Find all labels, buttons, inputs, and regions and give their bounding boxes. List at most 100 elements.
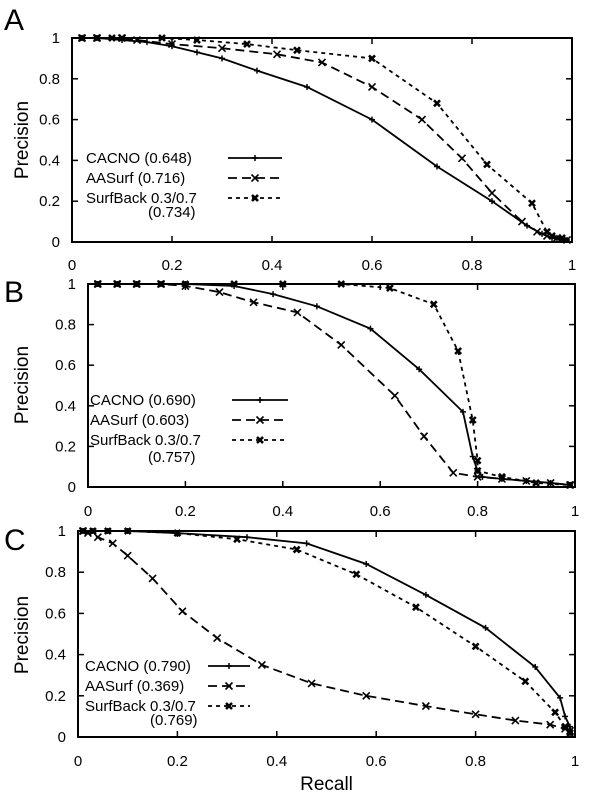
- legend-marker-sample: [255, 415, 265, 425]
- data-point-marker: [307, 679, 316, 688]
- data-point-marker: [487, 188, 497, 198]
- data-point-marker: [422, 591, 429, 598]
- data-point-marker: [459, 408, 466, 415]
- data-point-marker: [369, 116, 375, 123]
- legend-entry-label: AASurf (0.603): [90, 412, 189, 429]
- data-point-marker: [532, 227, 542, 236]
- x-tick-label: 0.2: [162, 257, 183, 274]
- legend-marker-sample: [225, 702, 233, 710]
- data-point-marker: [562, 235, 572, 245]
- legend-marker-sample: [250, 173, 260, 183]
- legend-series-name: SurfBack 0.3/0.7: [90, 432, 201, 449]
- legend-entry-label: CACNO (0.690): [90, 392, 196, 409]
- data-point-marker: [233, 535, 241, 544]
- data-point-marker: [566, 728, 574, 737]
- data-point-marker: [243, 40, 251, 49]
- data-point-marker: [473, 466, 482, 475]
- data-point-marker: [469, 453, 476, 460]
- x-tick-label: 0.8: [465, 753, 486, 770]
- data-point-marker: [551, 708, 560, 717]
- data-point-marker: [419, 432, 429, 441]
- data-point-marker: [449, 468, 458, 477]
- plot-frame: [77, 530, 576, 738]
- data-point-marker: [546, 720, 555, 729]
- y-tick-label: 1: [52, 30, 60, 47]
- legend-entry-label: AASurf (0.716): [86, 170, 185, 187]
- data-point-marker: [317, 58, 327, 67]
- y-tick-label: 0: [52, 234, 60, 251]
- data-point-marker: [561, 722, 569, 731]
- legend-series-auc: (0.648): [144, 150, 192, 167]
- legend: CACNO (0.790) AASurf (0.369) SurfBack 0.3/…: [85, 658, 250, 729]
- data-point-marker: [194, 49, 200, 56]
- data-point-marker: [215, 288, 224, 297]
- legend-series-name: CACNO: [86, 150, 140, 167]
- legend: CACNO (0.690) AASurf (0.603) SurfBack 0.3/…: [90, 392, 288, 466]
- y-tick-label: 1: [58, 523, 66, 540]
- data-point-marker: [113, 280, 122, 288]
- legend-series-auc: (0.734): [148, 204, 196, 221]
- y-tick-label: 0.6: [55, 357, 76, 374]
- y-tick-label: 0.6: [45, 605, 66, 622]
- legend-entry-label: SurfBack 0.3/0.7: [90, 432, 201, 449]
- data-point-marker: [88, 527, 97, 535]
- x-tick-label: 0.6: [370, 503, 391, 520]
- panel-b: B 0 0.2 0.4 0.6 0.8 1 0 0.2 0.4 0.6 0.8 1 Precision CA…: [4, 276, 579, 520]
- data-point-marker: [278, 280, 287, 288]
- legend-series-name: CACNO: [85, 658, 139, 675]
- data-point-marker: [132, 280, 141, 288]
- legend-entry-label: CACNO (0.648): [86, 150, 192, 167]
- x-tick-label: 1: [568, 257, 576, 274]
- data-point-marker: [532, 663, 539, 670]
- data-point-marker: [178, 607, 187, 616]
- data-point-marker: [390, 391, 399, 400]
- y-tick-label: 0.4: [45, 647, 66, 664]
- data-point-marker: [367, 82, 377, 92]
- data-point-marker: [489, 198, 495, 205]
- y-tick-label: 1: [68, 276, 76, 293]
- data-point-marker: [173, 529, 182, 537]
- x-tick-label: 0.6: [362, 257, 383, 274]
- data-point-marker: [367, 325, 374, 332]
- y-axis-title: Precision: [12, 346, 33, 424]
- legend-marker-sample: [224, 681, 234, 691]
- legend-marker-sample: [257, 397, 263, 403]
- data-point-marker: [118, 34, 126, 42]
- y-tick-label: 0.2: [55, 438, 76, 455]
- legend-series-name: SurfBack 0.3/0.7: [86, 190, 197, 207]
- data-point-marker: [272, 50, 282, 59]
- legend-series-auc: (0.603): [142, 412, 190, 429]
- legend-marker-sample: [252, 155, 258, 161]
- data-point-marker: [483, 160, 491, 169]
- data-point-marker: [292, 545, 301, 554]
- data-point-marker: [257, 660, 266, 669]
- data-point-marker: [93, 280, 102, 288]
- legend-entry-label: CACNO (0.790): [85, 658, 191, 675]
- y-tick-label: 0.2: [45, 688, 66, 705]
- data-point-marker: [303, 540, 310, 547]
- y-tick-label: 0: [58, 729, 66, 746]
- data-point-marker: [482, 624, 489, 631]
- y-tick-label: 0.8: [45, 564, 66, 581]
- data-point-marker: [548, 231, 556, 240]
- data-point-marker: [473, 456, 482, 465]
- data-point-marker: [158, 34, 166, 42]
- x-tick-label: 0: [84, 503, 92, 520]
- y-axis-title: Precision: [12, 101, 33, 179]
- x-tick-label: 0.2: [167, 753, 188, 770]
- data-point-marker: [558, 234, 566, 242]
- x-tick-label: 1: [571, 753, 579, 770]
- legend-series-auc: (0.716): [138, 170, 186, 187]
- x-tick-label: 0.4: [262, 257, 283, 274]
- series-surfback: [78, 34, 566, 242]
- panel-label: A: [4, 4, 24, 37]
- data-point-marker: [557, 694, 564, 701]
- data-point-marker: [293, 308, 302, 317]
- data-point-marker: [498, 472, 506, 481]
- panel-c: C 0 0.2 0.4 0.6 0.8 1 0 0.2 0.4 0.6 0.8 1 Precision Re…: [4, 523, 579, 795]
- legend-marker-sample: [256, 436, 264, 444]
- y-tick-label: 0.2: [39, 193, 60, 210]
- data-point-marker: [468, 416, 477, 424]
- x-tick-label: 0.2: [175, 503, 196, 520]
